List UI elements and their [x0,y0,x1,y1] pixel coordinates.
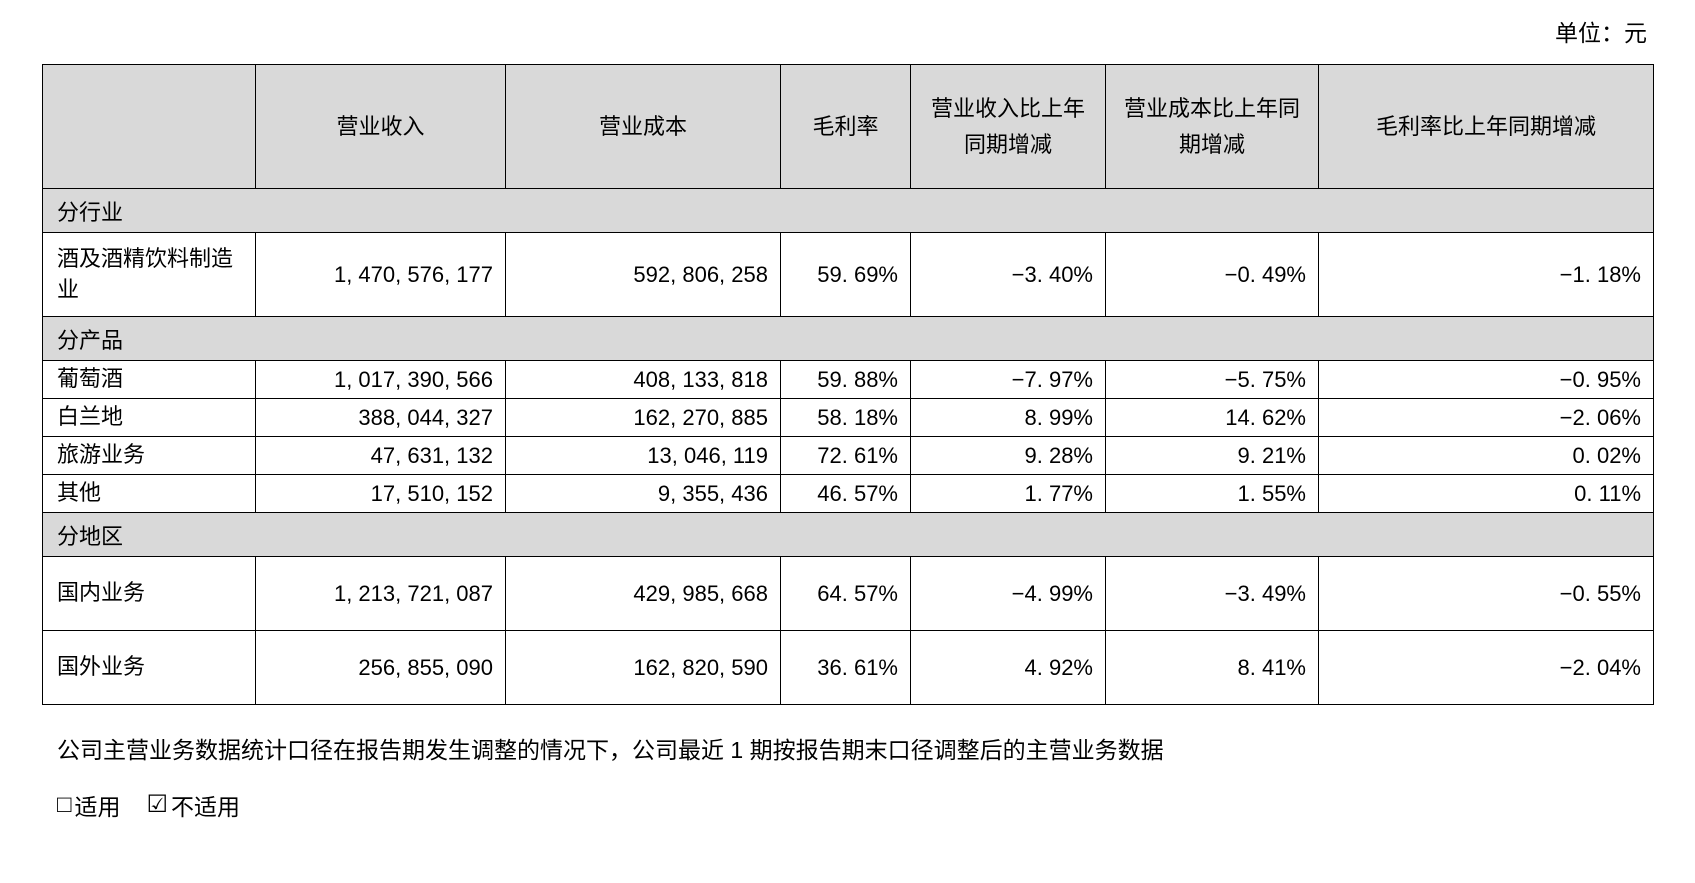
checkbox-checked-icon: ☑ [146,790,169,818]
value-cell: 408, 133, 818 [505,360,781,399]
checkbox-unchecked-icon: □ [57,790,72,818]
table-row: 酒及酒精饮料制造业 1, 470, 576, 177 592, 806, 258 59… [42,232,1654,317]
value-cell: −4. 99% [910,556,1106,631]
value-cell: 8. 41% [1105,630,1319,705]
value-cell: −7. 97% [910,360,1106,399]
value-cell: 59. 69% [780,232,911,317]
table-row: 国外业务 256, 855, 090 162, 820, 590 36. 61% 4. … [42,630,1654,705]
applicable-label: 适用 [74,793,121,820]
value-cell: 58. 18% [780,398,911,437]
value-cell: 0. 02% [1318,436,1654,475]
value-cell: 72. 61% [780,436,911,475]
row-label: 旅游业务 [42,436,256,475]
table-row: 旅游业务 47, 631, 132 13, 046, 119 72. 61% 9. 28… [42,436,1654,475]
column-header: 毛利率比上年同期增减 [1318,64,1654,189]
row-label: 国内业务 [42,556,256,631]
table-row: 白兰地 388, 044, 327 162, 270, 885 58. 18% 8. 9… [42,398,1654,437]
value-cell: 64. 57% [780,556,911,631]
column-header: 毛利率 [780,64,911,189]
value-cell: 429, 985, 668 [505,556,781,631]
unit-label: 单位：元 [1555,20,1647,46]
corner-cell [42,64,256,189]
value-cell: −3. 49% [1105,556,1319,631]
value-cell: 4. 92% [910,630,1106,705]
not-applicable-label: 不适用 [171,793,241,820]
table-row: 葡萄酒 1, 017, 390, 566 408, 133, 818 59. 88% −… [42,360,1654,399]
value-cell: 1, 213, 721, 087 [255,556,506,631]
value-cell: 0. 11% [1318,474,1654,513]
column-header: 营业成本 [505,64,781,189]
row-label: 国外业务 [42,630,256,705]
section-row: 分产品 [42,316,1654,361]
segment-performance-table: 营业收入 营业成本 毛利率 营业收入比上年同期增减 营业成本比上年同期增减 毛利率比上年同… [42,64,1654,705]
section-title: 分产品 [42,316,1654,361]
value-cell: 256, 855, 090 [255,630,506,705]
value-cell: 1. 55% [1105,474,1319,513]
value-cell: 162, 270, 885 [505,398,781,437]
column-header: 营业收入 [255,64,506,189]
value-cell: −1. 18% [1318,232,1654,317]
value-cell: 9, 355, 436 [505,474,781,513]
table-row: 其他 17, 510, 152 9, 355, 436 46. 57% 1. 77% 1.… [42,474,1654,513]
value-cell: −0. 95% [1318,360,1654,399]
table-row: 国内业务 1, 213, 721, 087 429, 985, 668 64. 57%… [42,556,1654,631]
value-cell: −5. 75% [1105,360,1319,399]
value-cell: −2. 04% [1318,630,1654,705]
value-cell: −0. 49% [1105,232,1319,317]
value-cell: 1, 470, 576, 177 [255,232,506,317]
column-header: 营业收入比上年同期增减 [910,64,1106,189]
section-row: 分地区 [42,512,1654,557]
value-cell: 17, 510, 152 [255,474,506,513]
section-row: 分行业 [42,188,1654,233]
header-row: 营业收入 营业成本 毛利率 营业收入比上年同期增减 营业成本比上年同期增减 毛利率比上年同… [42,64,1654,189]
footnote-text: 公司主营业务数据统计口径在报告期发生调整的情况下，公司最近 1 期按报告期末口径… [57,737,1164,763]
section-title: 分地区 [42,512,1654,557]
value-cell: 14. 62% [1105,398,1319,437]
column-header: 营业成本比上年同期增减 [1105,64,1319,189]
value-cell: −2. 06% [1318,398,1654,437]
value-cell: −3. 40% [910,232,1106,317]
value-cell: 1, 017, 390, 566 [255,360,506,399]
applicability-row: □ 适用 ☑ 不适用 [57,788,1695,822]
value-cell: 9. 28% [910,436,1106,475]
row-label: 白兰地 [42,398,256,437]
value-cell: 36. 61% [780,630,911,705]
value-cell: 46. 57% [780,474,911,513]
section-title: 分行业 [42,188,1654,233]
value-cell: 1. 77% [910,474,1106,513]
value-cell: 388, 044, 327 [255,398,506,437]
row-label: 葡萄酒 [42,360,256,399]
row-label: 其他 [42,474,256,513]
value-cell: 8. 99% [910,398,1106,437]
value-cell: 592, 806, 258 [505,232,781,317]
value-cell: 162, 820, 590 [505,630,781,705]
value-cell: 47, 631, 132 [255,436,506,475]
not-applicable-option: ☑ 不适用 [147,788,241,822]
value-cell: −0. 55% [1318,556,1654,631]
value-cell: 13, 046, 119 [505,436,781,475]
value-cell: 59. 88% [780,360,911,399]
applicable-option: □ 适用 [57,788,121,822]
value-cell: 9. 21% [1105,436,1319,475]
row-label: 酒及酒精饮料制造业 [42,232,256,317]
